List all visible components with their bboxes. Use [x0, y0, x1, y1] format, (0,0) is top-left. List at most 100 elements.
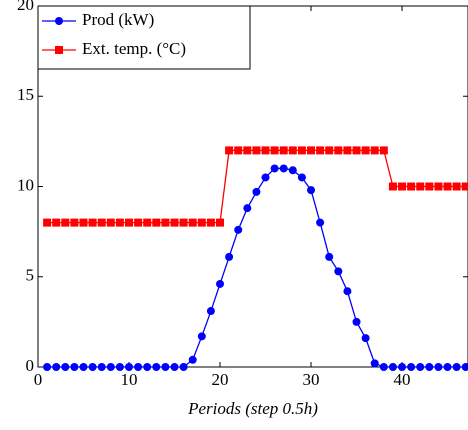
- data-point: [52, 363, 61, 371]
- data-point: [261, 173, 270, 182]
- data-point: [216, 218, 225, 227]
- data-point: [170, 218, 179, 227]
- y-tick-label: 15: [17, 85, 34, 104]
- data-point: [288, 146, 297, 155]
- data-point: [106, 363, 115, 371]
- data-point: [225, 146, 234, 155]
- series-line: [47, 167, 466, 368]
- data-point: [352, 146, 361, 155]
- data-point: [425, 182, 434, 191]
- data-point: [416, 182, 425, 191]
- legend-label: Prod (kW): [82, 10, 154, 29]
- data-point: [161, 218, 170, 227]
- data-point: [179, 218, 188, 227]
- data-point: [352, 317, 361, 326]
- data-point: [407, 182, 416, 191]
- data-point: [297, 173, 306, 182]
- data-point: [97, 363, 106, 371]
- data-point: [461, 182, 468, 191]
- data-point: [307, 146, 316, 155]
- data-point: [106, 218, 115, 227]
- data-point: [179, 363, 188, 371]
- data-point: [370, 359, 379, 368]
- data-point: [325, 146, 334, 155]
- data-point: [398, 363, 407, 371]
- data-point: [325, 252, 334, 261]
- data-point: [252, 187, 261, 196]
- data-point: [70, 363, 79, 371]
- data-point: [61, 363, 70, 371]
- data-point: [206, 307, 215, 316]
- legend-label: Ext. temp. (°C): [82, 39, 186, 58]
- data-point: [270, 164, 279, 173]
- data-point: [143, 218, 152, 227]
- y-tick-label: 5: [26, 266, 35, 285]
- data-point: [206, 218, 215, 227]
- data-point: [197, 218, 206, 227]
- data-point: [270, 146, 279, 155]
- data-point: [334, 146, 343, 155]
- data-point: [443, 182, 452, 191]
- legend-marker: [55, 46, 63, 54]
- data-point: [297, 146, 306, 155]
- data-point: [279, 146, 288, 155]
- data-point: [361, 334, 370, 343]
- legend-box: [37, 5, 251, 70]
- data-point: [452, 363, 461, 371]
- data-point: [197, 332, 206, 341]
- data-point: [343, 287, 352, 296]
- data-point: [115, 363, 124, 371]
- data-point: [43, 363, 52, 371]
- data-point: [461, 363, 468, 371]
- data-point: [425, 363, 434, 371]
- data-point: [97, 218, 106, 227]
- data-point: [170, 363, 179, 371]
- data-point: [343, 146, 352, 155]
- y-tick-label: 0: [26, 356, 35, 375]
- x-axis-label: Periods (step 0.5h): [187, 399, 318, 418]
- data-point: [88, 363, 97, 371]
- data-point: [316, 218, 325, 227]
- data-point: [434, 182, 443, 191]
- data-point: [407, 363, 416, 371]
- data-point: [443, 363, 452, 371]
- data-point: [216, 279, 225, 288]
- x-tick-label: 30: [303, 370, 320, 389]
- data-point: [152, 363, 161, 371]
- data-point: [234, 146, 243, 155]
- data-point: [316, 146, 325, 155]
- data-point: [143, 363, 152, 371]
- data-point: [134, 363, 143, 371]
- data-point: [398, 182, 407, 191]
- data-point: [234, 225, 243, 234]
- data-point: [115, 218, 124, 227]
- data-point: [434, 363, 443, 371]
- data-point: [61, 218, 70, 227]
- y-tick-label: 20: [17, 0, 34, 14]
- data-point: [243, 146, 252, 155]
- data-point: [379, 363, 388, 371]
- data-point: [243, 204, 252, 213]
- x-tick-label: 0: [34, 370, 43, 389]
- x-tick-label: 20: [212, 370, 229, 389]
- data-point: [334, 267, 343, 276]
- data-point: [79, 218, 88, 227]
- data-point: [188, 355, 197, 364]
- data-point: [452, 182, 461, 191]
- data-point: [152, 218, 161, 227]
- data-point: [388, 182, 397, 191]
- data-point: [370, 146, 379, 155]
- x-tick-label: 10: [121, 370, 138, 389]
- x-tick-label: 40: [394, 370, 411, 389]
- data-point: [70, 218, 79, 227]
- y-tick-label: 10: [17, 175, 34, 194]
- data-point: [79, 363, 88, 371]
- data-point: [88, 218, 97, 227]
- data-point: [161, 363, 170, 371]
- data-point: [379, 146, 388, 155]
- data-point: [261, 146, 270, 155]
- data-point: [188, 218, 197, 227]
- legend-marker: [55, 17, 63, 25]
- data-point: [307, 186, 316, 195]
